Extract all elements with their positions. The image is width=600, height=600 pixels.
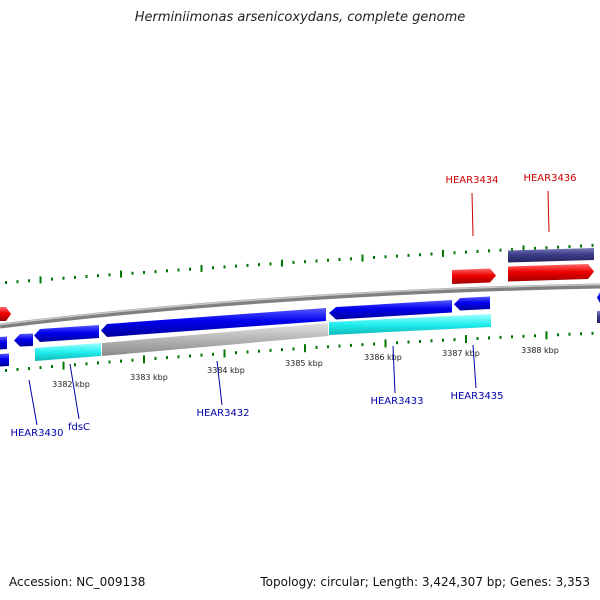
gene-label-fdsc[interactable]: fdsC [68, 422, 90, 433]
feature-hear3434[interactable] [452, 268, 496, 285]
feature-cds-small-left[interactable] [14, 333, 33, 347]
feature-cds-hear3435-blue[interactable] [454, 296, 490, 311]
feature-cds-right-partial-2[interactable] [597, 311, 600, 323]
scale-label: 3382 kbp [52, 380, 90, 389]
gene-callout-line [472, 344, 477, 389]
feature-left-blue-partial-1[interactable] [0, 336, 7, 350]
feature-fdsc-cyan[interactable] [35, 343, 101, 361]
gene-callout-line [28, 379, 38, 426]
gc-content-ticks-lower [5, 331, 594, 372]
feature-hear3432-gray[interactable] [102, 323, 328, 356]
gene-label-hear3432[interactable]: HEAR3432 [196, 408, 249, 419]
gene-callout-line [471, 192, 474, 237]
gene-label-hear3430[interactable]: HEAR3430 [10, 428, 63, 439]
scale-label: 3388 kbp [521, 346, 559, 355]
genome-title: Herminiimonas arsenicoxydans, complete g… [134, 10, 466, 25]
gene-callouts [28, 190, 550, 426]
genome-backbone-highlight [0, 283, 600, 326]
scale-labels: 3382 kbp 3383 kbp 3384 kbp 3385 kbp 3386 kbp… [52, 346, 559, 389]
feature-hear3436-slate[interactable] [508, 248, 594, 263]
gene-callout-line [216, 360, 223, 406]
feature-cds-right-partial[interactable] [597, 292, 600, 303]
feature-cds-hear3433-blue[interactable] [329, 300, 452, 320]
gene-labels: HEAR3430 fdsC HEAR3432 HEAR3433 HEAR3435 HEAR… [10, 173, 576, 439]
accession-text: Accession: NC_009138 [9, 575, 146, 589]
feature-left-blue-partial-2[interactable] [0, 353, 9, 367]
gene-label-hear3434[interactable]: HEAR3434 [445, 175, 498, 186]
gene-callout-line [547, 190, 550, 233]
gene-callout-line [392, 345, 396, 394]
scale-label: 3386 kbp [364, 353, 402, 362]
genome-backbone [0, 283, 600, 329]
scale-label: 3387 kbp [442, 349, 480, 358]
gc-content-ticks-upper [5, 243, 594, 285]
feature-cds-hear3432-blue[interactable] [101, 308, 326, 337]
gene-label-hear3435[interactable]: HEAR3435 [450, 391, 503, 402]
gene-label-hear3436[interactable]: HEAR3436 [523, 173, 576, 184]
feature-hear3436-red[interactable] [508, 264, 594, 282]
feature-hear3433-cyan[interactable] [329, 314, 491, 335]
genome-summary: Topology: circular; Length: 3,424,307 bp… [260, 575, 590, 589]
feature-cds-fdsc-blue[interactable] [34, 325, 99, 342]
feature-left-red-partial[interactable] [0, 307, 11, 321]
scale-label: 3384 kbp [207, 366, 245, 375]
scale-label: 3385 kbp [285, 359, 323, 368]
gene-label-hear3433[interactable]: HEAR3433 [370, 396, 423, 407]
scale-label: 3383 kbp [130, 373, 168, 382]
gene-callout-line [69, 363, 80, 420]
